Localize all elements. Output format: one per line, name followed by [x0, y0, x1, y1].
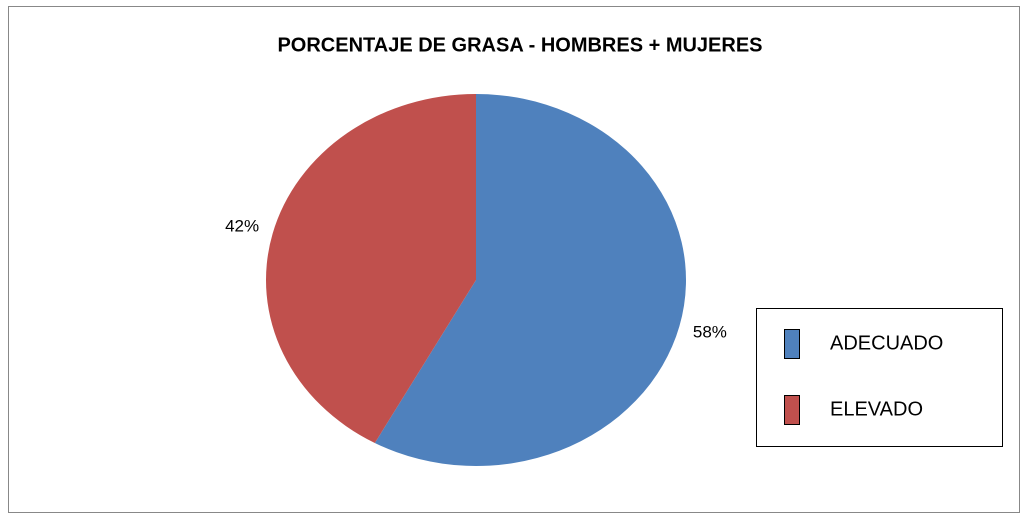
legend-label: ELEVADO [830, 398, 923, 420]
pie-slice [374, 94, 687, 466]
legend-label: ADECUADO [830, 332, 943, 354]
legend-swatch [784, 329, 800, 359]
pie-slice [266, 94, 476, 443]
data-label: 42% [225, 216, 259, 235]
legend-swatch [784, 395, 800, 425]
chart-title: PORCENTAJE DE GRASA - HOMBRES + MUJERES [277, 34, 762, 56]
data-label: 58% [693, 323, 727, 342]
